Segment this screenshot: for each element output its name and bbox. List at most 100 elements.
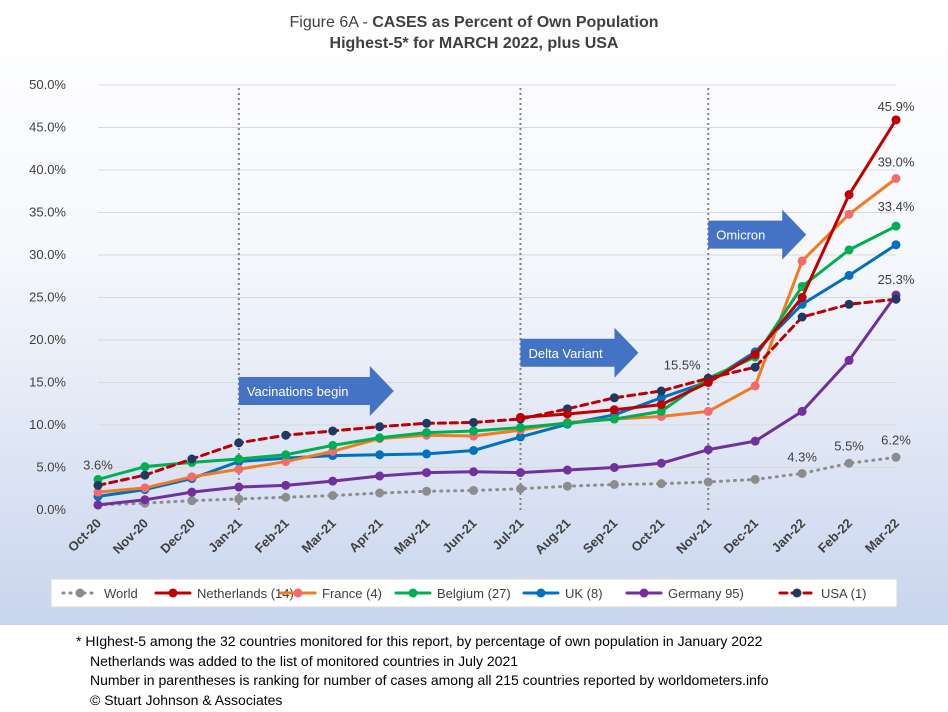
x-tick-label: Jan-22 (768, 516, 808, 556)
data-point (703, 378, 713, 387)
data-point (844, 270, 854, 280)
legend-item: Netherlands (14) (154, 586, 294, 601)
data-label: 5.5% (834, 438, 864, 453)
data-point (375, 450, 385, 460)
legend-marker (639, 588, 649, 598)
legend-item: France (4) (279, 586, 382, 601)
data-point (281, 430, 291, 440)
chart-panel: Figure 6A - CASES as Percent of Own Popu… (0, 0, 948, 625)
data-point (750, 362, 760, 372)
legend-label: Netherlands (14) (197, 586, 294, 601)
y-tick-label: 50.0% (29, 77, 66, 92)
y-tick-label: 35.0% (29, 205, 66, 220)
data-point (422, 418, 432, 428)
annotation-label: Vacinations begin (247, 384, 349, 399)
y-tick-label: 45.0% (29, 120, 66, 135)
data-point (750, 381, 760, 391)
legend-label: Belgium (27) (437, 586, 511, 601)
data-point (328, 491, 338, 501)
data-point (422, 428, 432, 438)
data-point (187, 487, 197, 497)
data-point (281, 492, 291, 502)
title-subtitle: Highest-5* for MARCH 2022, plus USA (329, 35, 619, 52)
data-point (375, 422, 385, 432)
data-point (328, 426, 338, 436)
data-point (750, 474, 760, 484)
data-point (469, 485, 479, 495)
legend-marker (293, 588, 303, 598)
data-label: 15.5% (664, 357, 701, 372)
legend-label: UK (8) (565, 586, 603, 601)
data-point (93, 487, 103, 497)
data-point (797, 406, 807, 416)
data-point (515, 412, 525, 422)
data-point (515, 468, 525, 478)
x-tick-label: Aug-21 (532, 516, 574, 558)
series-netherlands- (515, 115, 901, 422)
y-tick-label: 20.0% (29, 332, 66, 347)
footnote-2: Netherlands was added to the list of mon… (90, 652, 519, 669)
annotation-arrow: Delta Variant (520, 327, 639, 378)
legend-marker (75, 588, 85, 598)
x-tick-label: Jun-21 (439, 516, 479, 556)
data-point (656, 393, 666, 403)
legend-label: USA (1) (821, 586, 867, 601)
data-point (797, 312, 807, 322)
data-point (422, 486, 432, 496)
data-point (562, 465, 572, 475)
legend-item: Germany 95) (625, 586, 744, 601)
data-point (797, 468, 807, 478)
chart-title: Figure 6A - CASES as Percent of Own Popu… (0, 12, 948, 54)
data-point (375, 488, 385, 498)
x-tick-label: Apr-21 (346, 516, 386, 556)
y-tick-label: 25.0% (29, 290, 66, 305)
data-point (656, 406, 666, 416)
data-point (93, 480, 103, 490)
data-point (281, 457, 291, 467)
data-point (656, 458, 666, 468)
data-point (140, 483, 150, 493)
data-point (234, 454, 244, 464)
data-point (750, 349, 760, 359)
series-group (93, 115, 901, 510)
data-point (844, 209, 854, 219)
data-point (515, 432, 525, 442)
series-line (96, 177, 898, 494)
legend-item: World (61, 586, 138, 601)
data-point (609, 414, 619, 424)
arrow-shape (708, 209, 807, 260)
data-point (140, 495, 150, 505)
y-tick-label: 30.0% (29, 247, 66, 262)
data-label: 4.3% (787, 449, 817, 464)
data-point (562, 409, 572, 419)
data-point (375, 433, 385, 443)
data-point (656, 400, 666, 410)
data-point (469, 446, 479, 455)
footnote-3: Number in parentheses is ranking for num… (90, 672, 769, 688)
series-line (96, 455, 898, 507)
data-point (891, 240, 901, 250)
data-point (187, 472, 197, 482)
data-point (93, 500, 103, 510)
x-tick-label: Jul-21 (489, 516, 526, 553)
data-point (703, 406, 713, 416)
data-point (140, 470, 150, 480)
y-tick-label: 0.0% (36, 502, 66, 517)
data-point (844, 355, 854, 365)
x-tick-label: Dec-21 (721, 516, 762, 557)
x-tick-label: May-21 (391, 516, 433, 558)
data-point (469, 417, 479, 427)
footnote-4: © Stuart Johnson & Associates (90, 691, 283, 708)
data-point (140, 462, 150, 472)
data-label: 25.3% (878, 272, 915, 287)
data-label: 45.9% (878, 99, 915, 114)
gridlines (98, 84, 896, 511)
data-point (515, 484, 525, 494)
data-point (891, 115, 901, 125)
legend-label: France (4) (322, 586, 382, 601)
data-point (656, 479, 666, 489)
data-point (703, 445, 713, 455)
annotation-label: Omicron (716, 228, 765, 243)
legend-label: Germany 95) (668, 586, 744, 601)
data-point (187, 496, 197, 506)
